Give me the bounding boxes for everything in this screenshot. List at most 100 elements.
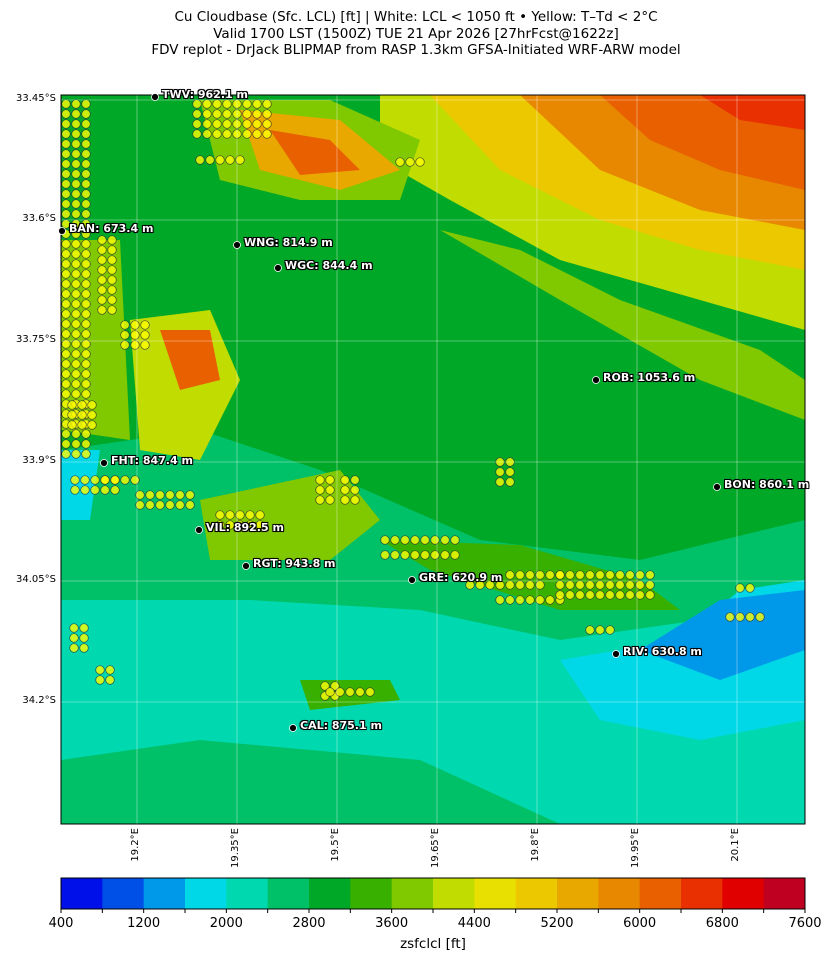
criterion-marker: [61, 369, 71, 379]
criterion-marker: [71, 369, 81, 379]
station-marker[interactable]: [713, 483, 721, 491]
criterion-marker: [80, 475, 90, 485]
criterion-marker: [465, 580, 475, 590]
criterion-marker: [130, 320, 140, 330]
colorbar: [60, 877, 806, 913]
criterion-marker: [61, 289, 71, 299]
criterion-marker: [605, 625, 615, 635]
criterion-marker: [61, 359, 71, 369]
station-marker[interactable]: [289, 724, 297, 732]
criterion-marker: [69, 623, 79, 633]
criterion-marker: [242, 129, 252, 139]
criterion-marker: [645, 590, 655, 600]
criterion-marker: [242, 109, 252, 119]
station-markers: [58, 93, 721, 732]
colorbar-segment: [350, 878, 393, 909]
latitude-tick-label: 33.9°S: [22, 455, 56, 466]
latitude-tick-label: 33.6°S: [22, 213, 56, 224]
criterion-marker: [107, 245, 117, 255]
criterion-marker: [90, 475, 100, 485]
criterion-marker: [120, 330, 130, 340]
criterion-marker: [595, 625, 605, 635]
criterion-marker: [430, 550, 440, 560]
criterion-marker: [735, 612, 745, 622]
criterion-marker: [110, 485, 120, 495]
criterion-marker: [262, 129, 272, 139]
criterion-marker: [81, 339, 91, 349]
criterion-marker: [165, 500, 175, 510]
criterion-marker: [400, 550, 410, 560]
station-marker[interactable]: [612, 650, 620, 658]
criterion-marker: [625, 570, 635, 580]
station-label: WNG: 814.9 m: [244, 236, 333, 249]
criterion-marker: [545, 570, 555, 580]
station-marker[interactable]: [100, 459, 108, 467]
criterion-marker: [61, 109, 71, 119]
criterion-marker: [81, 429, 91, 439]
criterion-marker: [212, 109, 222, 119]
criterion-marker: [61, 189, 71, 199]
criterion-marker: [81, 359, 91, 369]
station-marker[interactable]: [408, 576, 416, 584]
station-marker[interactable]: [195, 526, 203, 534]
station-marker[interactable]: [151, 93, 159, 101]
title-line-2: Valid 1700 LST (1500Z) TUE 21 Apr 2026 […: [213, 26, 619, 42]
criterion-marker: [67, 420, 77, 430]
criterion-marker: [235, 155, 245, 165]
criterion-marker: [575, 590, 585, 600]
station-marker[interactable]: [592, 376, 600, 384]
criterion-marker: [107, 295, 117, 305]
criterion-marker: [71, 169, 81, 179]
criterion-marker: [232, 99, 242, 109]
criterion-marker: [315, 475, 325, 485]
station-marker[interactable]: [58, 227, 66, 235]
criterion-marker: [192, 109, 202, 119]
criterion-marker: [440, 550, 450, 560]
criterion-marker: [410, 535, 420, 545]
criterion-marker: [71, 149, 81, 159]
criterion-marker: [232, 109, 242, 119]
criterion-marker: [81, 139, 91, 149]
criterion-marker: [505, 477, 515, 487]
criterion-marker: [350, 495, 360, 505]
colorbar-tick-label: 6800: [705, 916, 739, 931]
station-label: BAN: 673.4 m: [69, 222, 154, 235]
station-marker[interactable]: [233, 241, 241, 249]
criterion-marker: [212, 129, 222, 139]
criterion-marker: [320, 681, 330, 691]
criterion-marker: [225, 155, 235, 165]
criterion-marker: [71, 109, 81, 119]
criterion-marker: [81, 169, 91, 179]
criterion-marker: [140, 340, 150, 350]
criterion-marker: [77, 420, 87, 430]
station-label: RIV: 630.8 m: [623, 645, 702, 658]
criterion-marker: [212, 99, 222, 109]
criterion-marker: [192, 119, 202, 129]
criterion-marker: [100, 475, 110, 485]
criterion-marker: [595, 590, 605, 600]
criterion-marker: [61, 219, 71, 229]
colorbar-segment: [309, 878, 351, 909]
criterion-marker: [87, 400, 97, 410]
criterion-marker: [107, 275, 117, 285]
criterion-marker: [71, 349, 81, 359]
criterion-marker: [245, 520, 255, 530]
criterion-marker: [71, 439, 81, 449]
criterion-marker: [330, 681, 340, 691]
criterion-marker: [202, 99, 212, 109]
criterion-marker: [105, 675, 115, 685]
criterion-marker: [81, 279, 91, 289]
criterion-marker: [77, 400, 87, 410]
criterion-marker: [87, 420, 97, 430]
criterion-marker: [110, 475, 120, 485]
criterion-marker: [415, 157, 425, 167]
criterion-marker: [222, 119, 232, 129]
criterion-marker: [555, 580, 565, 590]
station-marker[interactable]: [242, 562, 250, 570]
longitude-tick-label: 19.5°E: [330, 828, 341, 862]
station-marker[interactable]: [274, 264, 282, 272]
criterion-marker: [185, 500, 195, 510]
criterion-marker: [81, 299, 91, 309]
criterion-marker: [61, 149, 71, 159]
criterion-marker: [380, 535, 390, 545]
